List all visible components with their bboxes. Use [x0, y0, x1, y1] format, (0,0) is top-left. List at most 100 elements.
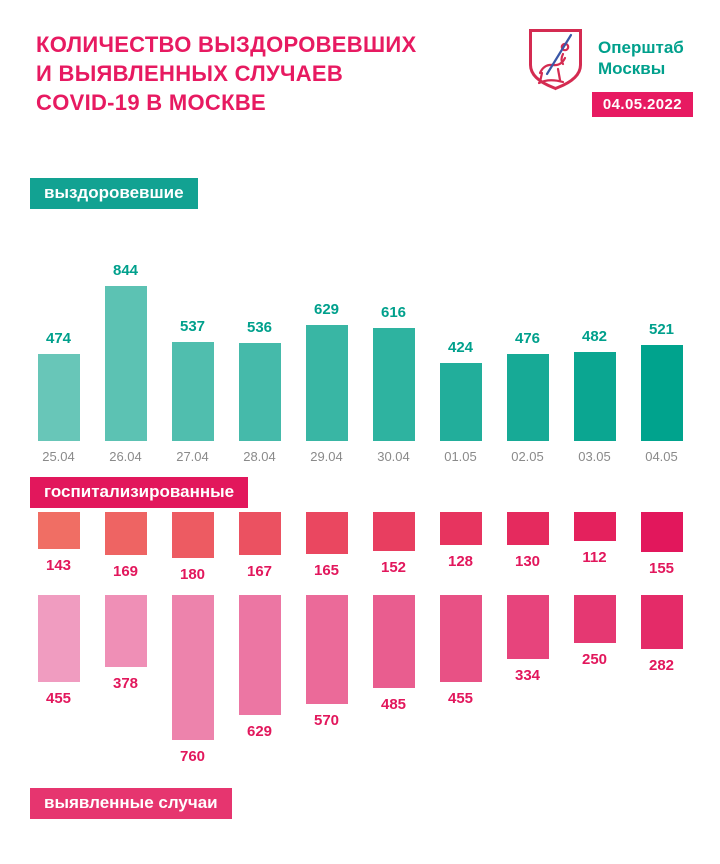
hospitalized-bar-column: 169 — [92, 512, 159, 580]
recovered-bar — [37, 354, 80, 441]
detected-bar — [372, 595, 415, 688]
recovered-bar — [439, 363, 482, 441]
org-name-line1: Оперштаб — [598, 38, 684, 57]
hospitalized-bar-column: 112 — [561, 512, 628, 566]
page-title-line1: КОЛИЧЕСТВО ВЫЗДОРОВЕВШИХ — [36, 32, 417, 57]
recovered-bar-value-label: 844 — [112, 262, 139, 279]
page-title-line3: COVID-19 В МОСКВЕ — [36, 90, 266, 115]
recovered-bar-value-label: 476 — [514, 330, 541, 347]
detected-bar-column: 282 — [628, 595, 695, 674]
hospitalized-bar-column: 167 — [226, 512, 293, 580]
recovered-bar-column: 476 02.05 — [494, 251, 561, 464]
recovered-bar-column: 616 30.04 — [360, 251, 427, 464]
detected-bar — [573, 595, 616, 643]
recovered-bar-value-label: 521 — [648, 321, 675, 338]
org-name-line2: Москвы — [598, 59, 666, 78]
hospitalized-bar-column: 130 — [494, 512, 561, 570]
recovered-bar-column: 536 28.04 — [226, 251, 293, 464]
detected-bar-value-label: 455 — [45, 690, 72, 707]
date-badge: 04.05.2022 — [591, 92, 693, 117]
hospitalized-bar — [573, 512, 616, 541]
detected-bar — [640, 595, 683, 649]
detected-bar-column: 250 — [561, 595, 628, 668]
recovered-bar-value-label: 536 — [246, 319, 273, 336]
hospitalized-bar-value-label: 128 — [447, 553, 474, 570]
date-axis-label: 29.04 — [310, 449, 343, 464]
detected-bar-value-label: 570 — [313, 712, 340, 729]
detected-bar-value-label: 455 — [447, 690, 474, 707]
chart-detected: 455 378 760 629 570 485 455 334 250 282 — [25, 595, 695, 765]
detected-bar — [238, 595, 281, 715]
detected-bar-column: 570 — [293, 595, 360, 729]
recovered-bar-column: 521 04.05 — [628, 251, 695, 464]
detected-bar-column: 455 — [25, 595, 92, 707]
date-axis-label: 02.05 — [511, 449, 544, 464]
recovered-bar-column: 474 25.04 — [25, 251, 92, 464]
recovered-bar-column: 537 27.04 — [159, 251, 226, 464]
detected-bar — [104, 595, 147, 667]
date-axis-label: 03.05 — [578, 449, 611, 464]
detected-bar-value-label: 334 — [514, 667, 541, 684]
recovered-bar-value-label: 537 — [179, 318, 206, 335]
moscow-coat-of-arms-icon — [527, 27, 584, 92]
hospitalized-bar — [104, 512, 147, 555]
hospitalized-bar-column: 180 — [159, 512, 226, 583]
section-label-detected: выявленные случаи — [30, 788, 232, 819]
recovered-bar-value-label: 424 — [447, 339, 474, 356]
detected-bar — [506, 595, 549, 659]
detected-bar — [439, 595, 482, 682]
hospitalized-bar — [305, 512, 348, 554]
recovered-bar — [238, 343, 281, 441]
org-name: Оперштаб Москвы — [598, 37, 684, 79]
detected-bar — [37, 595, 80, 682]
hospitalized-bar-value-label: 169 — [112, 563, 139, 580]
recovered-bar — [372, 328, 415, 441]
detected-bar-value-label: 250 — [581, 651, 608, 668]
hospitalized-bar-column: 165 — [293, 512, 360, 579]
recovered-bar — [640, 345, 683, 441]
recovered-bar — [573, 352, 616, 441]
detected-bar-column: 378 — [92, 595, 159, 692]
page-title: КОЛИЧЕСТВО ВЫЗДОРОВЕВШИХ И ВЫЯВЛЕННЫХ СЛ… — [36, 30, 416, 117]
date-axis-label: 28.04 — [243, 449, 276, 464]
hospitalized-bar-value-label: 165 — [313, 562, 340, 579]
hospitalized-bar — [372, 512, 415, 551]
detected-bar-value-label: 282 — [648, 657, 675, 674]
recovered-bar-value-label: 474 — [45, 330, 72, 347]
date-axis-label: 04.05 — [645, 449, 678, 464]
date-axis-label: 01.05 — [444, 449, 477, 464]
recovered-bar-column: 424 01.05 — [427, 251, 494, 464]
detected-bar-column: 334 — [494, 595, 561, 684]
detected-bar-value-label: 629 — [246, 723, 273, 740]
date-axis-label: 26.04 — [109, 449, 142, 464]
hospitalized-bar-value-label: 155 — [648, 560, 675, 577]
hospitalized-bar-value-label: 167 — [246, 563, 273, 580]
hospitalized-bar-column: 152 — [360, 512, 427, 576]
recovered-bar — [104, 286, 147, 441]
date-axis-label: 27.04 — [176, 449, 209, 464]
hospitalized-bar-value-label: 143 — [45, 557, 72, 574]
detected-bar-column: 455 — [427, 595, 494, 707]
recovered-bar-value-label: 482 — [581, 328, 608, 345]
detected-bar-value-label: 378 — [112, 675, 139, 692]
hospitalized-bar — [439, 512, 482, 545]
section-label-recovered: выздоровевшие — [30, 178, 198, 209]
recovered-bar-value-label: 616 — [380, 304, 407, 321]
page-title-line2: И ВЫЯВЛЕННЫХ СЛУЧАЕВ — [36, 61, 344, 86]
recovered-bar-column: 629 29.04 — [293, 251, 360, 464]
section-label-hospitalized: госпитализированные — [30, 477, 249, 508]
hospitalized-bar-value-label: 130 — [514, 553, 541, 570]
recovered-bar — [171, 342, 214, 441]
recovered-bar — [506, 354, 549, 441]
detected-bar-value-label: 760 — [179, 748, 206, 765]
recovered-bar — [305, 325, 348, 441]
hospitalized-bar — [506, 512, 549, 545]
hospitalized-bar-value-label: 180 — [179, 566, 206, 583]
chart-recovered: 474 25.04 844 26.04 537 27.04 536 28.04 629 29.04… — [25, 251, 695, 464]
hospitalized-bar-column: 128 — [427, 512, 494, 570]
hospitalized-bar — [238, 512, 281, 555]
detected-bar — [171, 595, 214, 740]
hospitalized-bar-value-label: 152 — [380, 559, 407, 576]
hospitalized-bar — [37, 512, 80, 549]
